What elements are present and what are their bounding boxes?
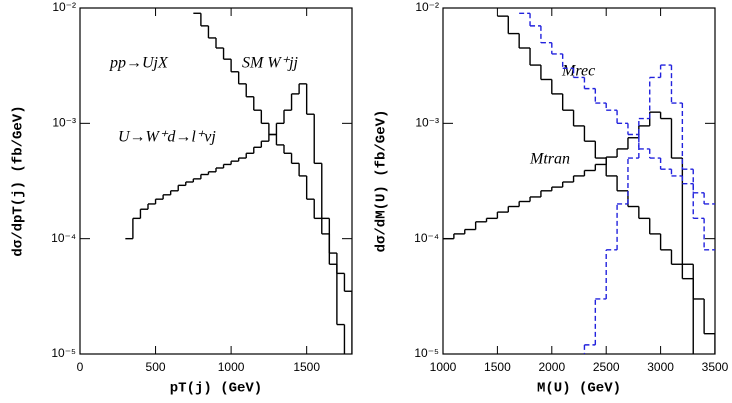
- y-tick-label: 10⁻⁵: [414, 346, 439, 360]
- x-tick-label: 500: [146, 360, 166, 374]
- x-tick-label: 1500: [293, 360, 320, 374]
- x-tick-label: 0: [77, 360, 84, 374]
- series-label: SM W⁺jj: [242, 55, 299, 72]
- histogram: [519, 12, 715, 205]
- y-tick-label: 10⁻⁴: [51, 231, 76, 245]
- panel: 0 500 1000 1500 10⁻⁵ 10⁻⁴ 10⁻³ 10⁻² pT(j) (GeV) d…: [11, 0, 353, 397]
- histogram: [125, 83, 346, 354]
- x-axis-title: pT(j) (GeV): [170, 381, 262, 397]
- y-tick-label: 10⁻⁴: [414, 231, 439, 245]
- y-tick-label: 10⁻⁵: [51, 346, 76, 360]
- series-label: Mtran: [529, 151, 570, 168]
- x-tick-label: 3500: [702, 360, 729, 374]
- y-tick-label: 10⁻³: [415, 116, 439, 130]
- histogram: [497, 15, 715, 354]
- series-label: Mrec: [561, 63, 595, 80]
- y-axis-title: dσ/dM(U) (fb/GeV): [374, 110, 390, 253]
- x-tick-label: 2500: [593, 360, 620, 374]
- y-axis-title: dσ/dpT(j) (fb/GeV): [11, 105, 27, 256]
- x-tick-label: 2000: [538, 360, 565, 374]
- x-tick-label: 1000: [430, 360, 457, 374]
- x-axis-title: M(U) (GeV): [537, 381, 621, 397]
- histogram: [443, 111, 694, 354]
- histogram: [583, 64, 715, 354]
- x-tick-label: 1500: [484, 360, 511, 374]
- series-label: U→W⁺d→l⁺νj: [118, 129, 216, 146]
- y-tick-label: 10⁻³: [52, 116, 76, 130]
- histogram: [193, 12, 352, 354]
- x-tick-label: 3000: [647, 360, 674, 374]
- y-tick-label: 10⁻²: [52, 0, 76, 14]
- y-tick-label: 10⁻²: [415, 0, 439, 14]
- panel: 1000 1500 2000 2500 3000 3500 10⁻⁵ 10⁻⁴ 10⁻³ 10⁻²…: [374, 0, 729, 397]
- plot-frame: [442, 7, 716, 355]
- plot-frame: [79, 7, 353, 355]
- x-tick-label: 1000: [218, 360, 245, 374]
- annotation: pp→UjX: [109, 55, 169, 72]
